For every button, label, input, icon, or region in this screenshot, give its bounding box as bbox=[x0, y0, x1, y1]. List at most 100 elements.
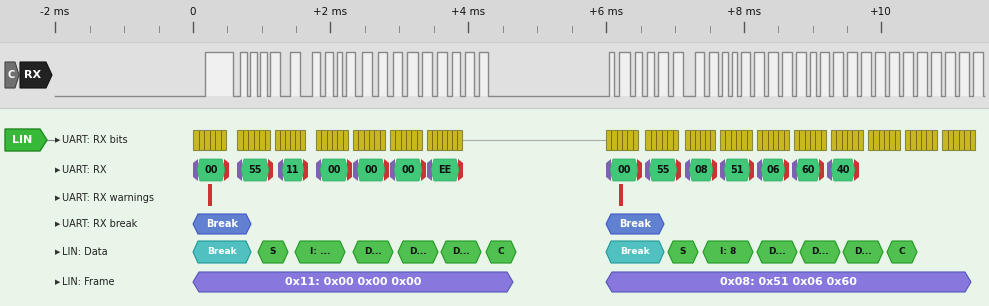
Polygon shape bbox=[20, 62, 52, 88]
Bar bbox=[917, 52, 927, 96]
Polygon shape bbox=[486, 241, 516, 263]
Text: +2 ms: +2 ms bbox=[313, 7, 347, 17]
Text: LIN: Data: LIN: Data bbox=[62, 247, 108, 257]
Bar bbox=[647, 52, 654, 96]
Polygon shape bbox=[295, 241, 345, 263]
Text: +6 ms: +6 ms bbox=[588, 7, 623, 17]
Text: 55: 55 bbox=[657, 165, 670, 175]
Bar bbox=[875, 52, 885, 96]
Text: +10: +10 bbox=[870, 7, 892, 17]
Text: 11: 11 bbox=[286, 165, 300, 175]
Bar bbox=[757, 130, 789, 150]
Polygon shape bbox=[676, 159, 681, 181]
Bar bbox=[768, 52, 778, 96]
Bar bbox=[619, 184, 623, 206]
Bar bbox=[609, 52, 614, 96]
Bar bbox=[606, 130, 638, 150]
Polygon shape bbox=[761, 159, 785, 181]
Text: 0x11: 0x00 0x00 0x00: 0x11: 0x00 0x00 0x00 bbox=[285, 277, 421, 287]
Bar bbox=[973, 52, 983, 96]
Text: I: ...: I: ... bbox=[310, 248, 330, 256]
Text: C: C bbox=[497, 248, 504, 256]
Bar bbox=[346, 52, 355, 96]
Polygon shape bbox=[606, 159, 611, 181]
Polygon shape bbox=[724, 159, 750, 181]
Polygon shape bbox=[685, 159, 690, 181]
Bar bbox=[260, 52, 267, 96]
Polygon shape bbox=[278, 159, 283, 181]
Bar bbox=[437, 52, 447, 96]
Polygon shape bbox=[347, 159, 352, 181]
Text: Break: Break bbox=[620, 248, 650, 256]
Polygon shape bbox=[357, 159, 385, 181]
Polygon shape bbox=[237, 159, 242, 181]
Bar bbox=[205, 52, 233, 96]
Text: 00: 00 bbox=[327, 165, 341, 175]
Polygon shape bbox=[193, 159, 198, 181]
Bar bbox=[741, 52, 750, 96]
Text: LIN: LIN bbox=[13, 135, 33, 145]
Bar bbox=[250, 52, 257, 96]
Bar bbox=[208, 184, 212, 206]
Bar bbox=[810, 52, 816, 96]
Polygon shape bbox=[431, 159, 459, 181]
Bar bbox=[337, 52, 342, 96]
Polygon shape bbox=[193, 272, 513, 292]
Polygon shape bbox=[197, 159, 225, 181]
Bar bbox=[868, 130, 900, 150]
Polygon shape bbox=[854, 159, 859, 181]
Bar bbox=[833, 52, 843, 96]
Text: -2 ms: -2 ms bbox=[41, 7, 69, 17]
Polygon shape bbox=[606, 214, 664, 234]
Text: Break: Break bbox=[207, 248, 236, 256]
Bar bbox=[0, 108, 989, 306]
Polygon shape bbox=[441, 241, 481, 263]
Text: D...: D... bbox=[452, 248, 470, 256]
Text: D...: D... bbox=[409, 248, 427, 256]
Text: 51: 51 bbox=[730, 165, 744, 175]
Bar bbox=[193, 130, 226, 150]
Text: D...: D... bbox=[364, 248, 382, 256]
Polygon shape bbox=[887, 241, 917, 263]
Bar bbox=[942, 130, 975, 150]
Text: UART: RX break: UART: RX break bbox=[62, 219, 137, 229]
Bar bbox=[945, 52, 955, 96]
Bar bbox=[619, 52, 630, 96]
Bar bbox=[353, 130, 385, 150]
Polygon shape bbox=[606, 241, 664, 263]
Bar bbox=[275, 130, 305, 150]
Polygon shape bbox=[5, 62, 19, 88]
Bar bbox=[732, 52, 737, 96]
Polygon shape bbox=[784, 159, 789, 181]
Bar bbox=[754, 52, 764, 96]
Text: 00: 00 bbox=[402, 165, 414, 175]
Bar bbox=[290, 52, 300, 96]
Bar bbox=[645, 130, 678, 150]
Text: 00: 00 bbox=[617, 165, 631, 175]
Bar bbox=[722, 52, 728, 96]
Polygon shape bbox=[757, 159, 762, 181]
Text: I: 8: I: 8 bbox=[720, 248, 736, 256]
Text: +4 ms: +4 ms bbox=[451, 7, 485, 17]
Polygon shape bbox=[819, 159, 824, 181]
Text: 60: 60 bbox=[801, 165, 815, 175]
Polygon shape bbox=[394, 159, 422, 181]
Text: UART: RX bits: UART: RX bits bbox=[62, 135, 128, 145]
Polygon shape bbox=[193, 241, 251, 263]
Bar bbox=[427, 130, 462, 150]
Polygon shape bbox=[637, 159, 642, 181]
Bar bbox=[685, 130, 715, 150]
Bar bbox=[673, 52, 683, 96]
Text: UART: RX: UART: RX bbox=[62, 165, 107, 175]
Polygon shape bbox=[384, 159, 389, 181]
Bar bbox=[861, 52, 871, 96]
Polygon shape bbox=[353, 241, 393, 263]
Text: 0: 0 bbox=[190, 7, 196, 17]
Polygon shape bbox=[5, 129, 47, 151]
Bar bbox=[796, 52, 806, 96]
Polygon shape bbox=[268, 159, 273, 181]
Bar bbox=[422, 52, 432, 96]
Bar bbox=[390, 130, 422, 150]
Text: ▶: ▶ bbox=[55, 221, 60, 227]
Polygon shape bbox=[282, 159, 304, 181]
